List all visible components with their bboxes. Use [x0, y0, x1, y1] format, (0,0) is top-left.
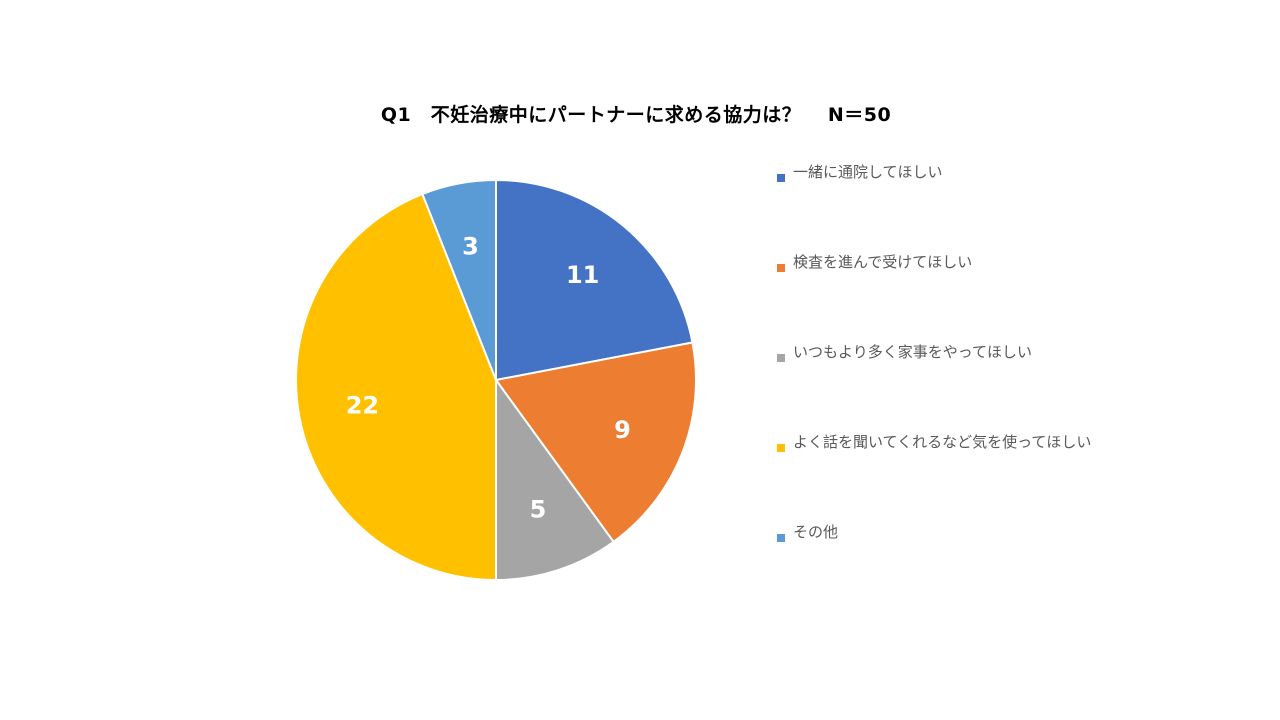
legend-item: よく話を聞いてくれるなど気を使ってほしい	[777, 430, 1257, 520]
pie-slice	[495, 341, 697, 543]
legend: 一緒に通院してほしい 検査を進んで受けてほしい いつもより多く家事をやってほしい…	[777, 160, 1257, 610]
legend-swatch	[777, 534, 785, 542]
pie-slice	[295, 193, 497, 581]
legend-item: 検査を進んで受けてほしい	[777, 250, 1257, 340]
legend-swatch	[777, 354, 785, 362]
legend-item: その他	[777, 520, 1257, 610]
slice-data-label: 5	[530, 495, 547, 523]
legend-label: いつもより多く家事をやってほしい	[793, 343, 1032, 361]
pie-slice	[495, 179, 694, 381]
legend-swatch	[777, 264, 785, 272]
legend-label: 一緒に通院してほしい	[793, 163, 943, 181]
legend-item: 一緒に通院してほしい	[777, 160, 1257, 250]
pie-slice	[495, 379, 615, 581]
chart-title: Q1 不妊治療中にパートナーに求める協力は？ N＝50	[380, 104, 892, 126]
pie-slice	[421, 179, 497, 381]
slice-data-label: 9	[614, 416, 631, 444]
legend-swatch	[777, 444, 785, 452]
slice-data-label: 11	[566, 261, 599, 289]
legend-label: 検査を進んで受けてほしい	[793, 253, 973, 271]
slice-data-label: 22	[346, 391, 379, 419]
legend-label: その他	[793, 523, 839, 541]
legend-label: よく話を聞いてくれるなど気を使ってほしい	[793, 433, 1092, 451]
legend-item: いつもより多く家事をやってほしい	[777, 340, 1257, 430]
slice-data-label: 3	[462, 232, 479, 260]
legend-swatch	[777, 174, 785, 182]
